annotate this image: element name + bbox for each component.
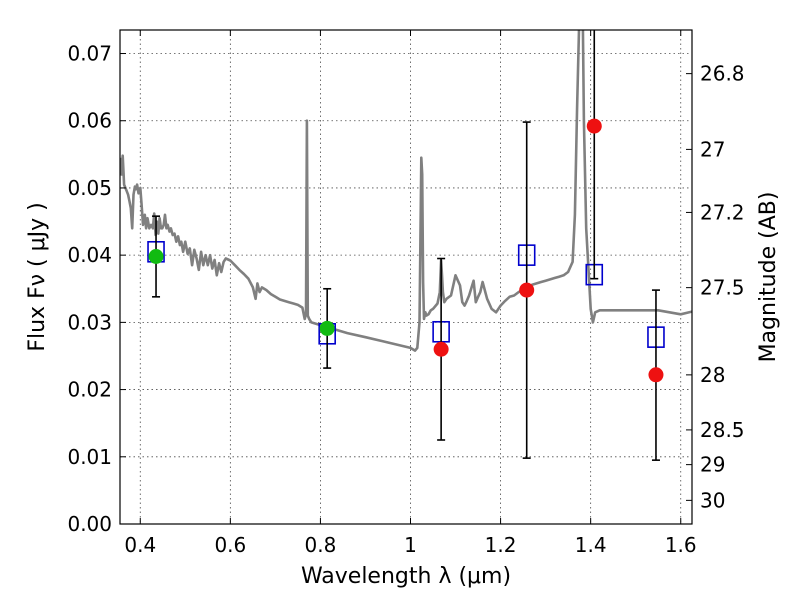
y-tick-label: 0.04 (67, 243, 112, 267)
y-tick-label: 0.06 (67, 109, 112, 133)
x-tick-label: 0.4 (124, 533, 156, 557)
y2-tick-label: 28 (700, 363, 725, 387)
observed-flux-point (319, 320, 335, 336)
y-tick-label: 0.01 (67, 445, 112, 469)
x-tick-label: 1 (404, 533, 417, 557)
y2-tick-label: 27.2 (700, 200, 745, 224)
y-tick-label: 0.03 (67, 310, 112, 334)
y2-tick-label: 27 (700, 137, 725, 161)
x-tick-label: 0.6 (214, 533, 246, 557)
observed-flux-point (433, 341, 449, 357)
model-spectrum-line (120, 30, 692, 352)
x-tick-label: 1.4 (575, 533, 607, 557)
grid (120, 30, 692, 525)
observed-flux-point (519, 282, 535, 298)
axes: 0.4 0.6 0.8 1 1.2 1.4 1.6 0.00 0.01 0.02 0.03 0.04 0… (67, 30, 745, 557)
x-tick-label: 1.2 (485, 533, 517, 557)
y-tick-label: 0.05 (67, 176, 112, 200)
y-tick-label: 0.00 (67, 512, 112, 536)
y2-tick-label: 27.5 (700, 276, 745, 300)
y2-tick-label: 29 (700, 453, 725, 477)
y2-tick-label: 30 (700, 488, 725, 512)
observed-flux-point (648, 367, 664, 383)
y-tick-label: 0.02 (67, 378, 112, 402)
observed-flux-point (148, 249, 164, 265)
observed-flux-point (586, 118, 602, 134)
plot-area (120, 30, 692, 461)
y2-tick-label: 26.8 (700, 62, 745, 86)
x-tick-label: 1.6 (665, 533, 697, 557)
y2-tick-label: 28.5 (700, 418, 745, 442)
plot-frame (119, 29, 693, 525)
y2-axis-label: Magnitude (AB) (756, 192, 781, 363)
x-axis-label: Wavelength λ (μm) (301, 564, 511, 589)
y-axis-label: Flux Fν ( μJy ) (25, 202, 50, 351)
x-tick-label: 0.8 (305, 533, 337, 557)
y-tick-label: 0.07 (67, 42, 112, 66)
